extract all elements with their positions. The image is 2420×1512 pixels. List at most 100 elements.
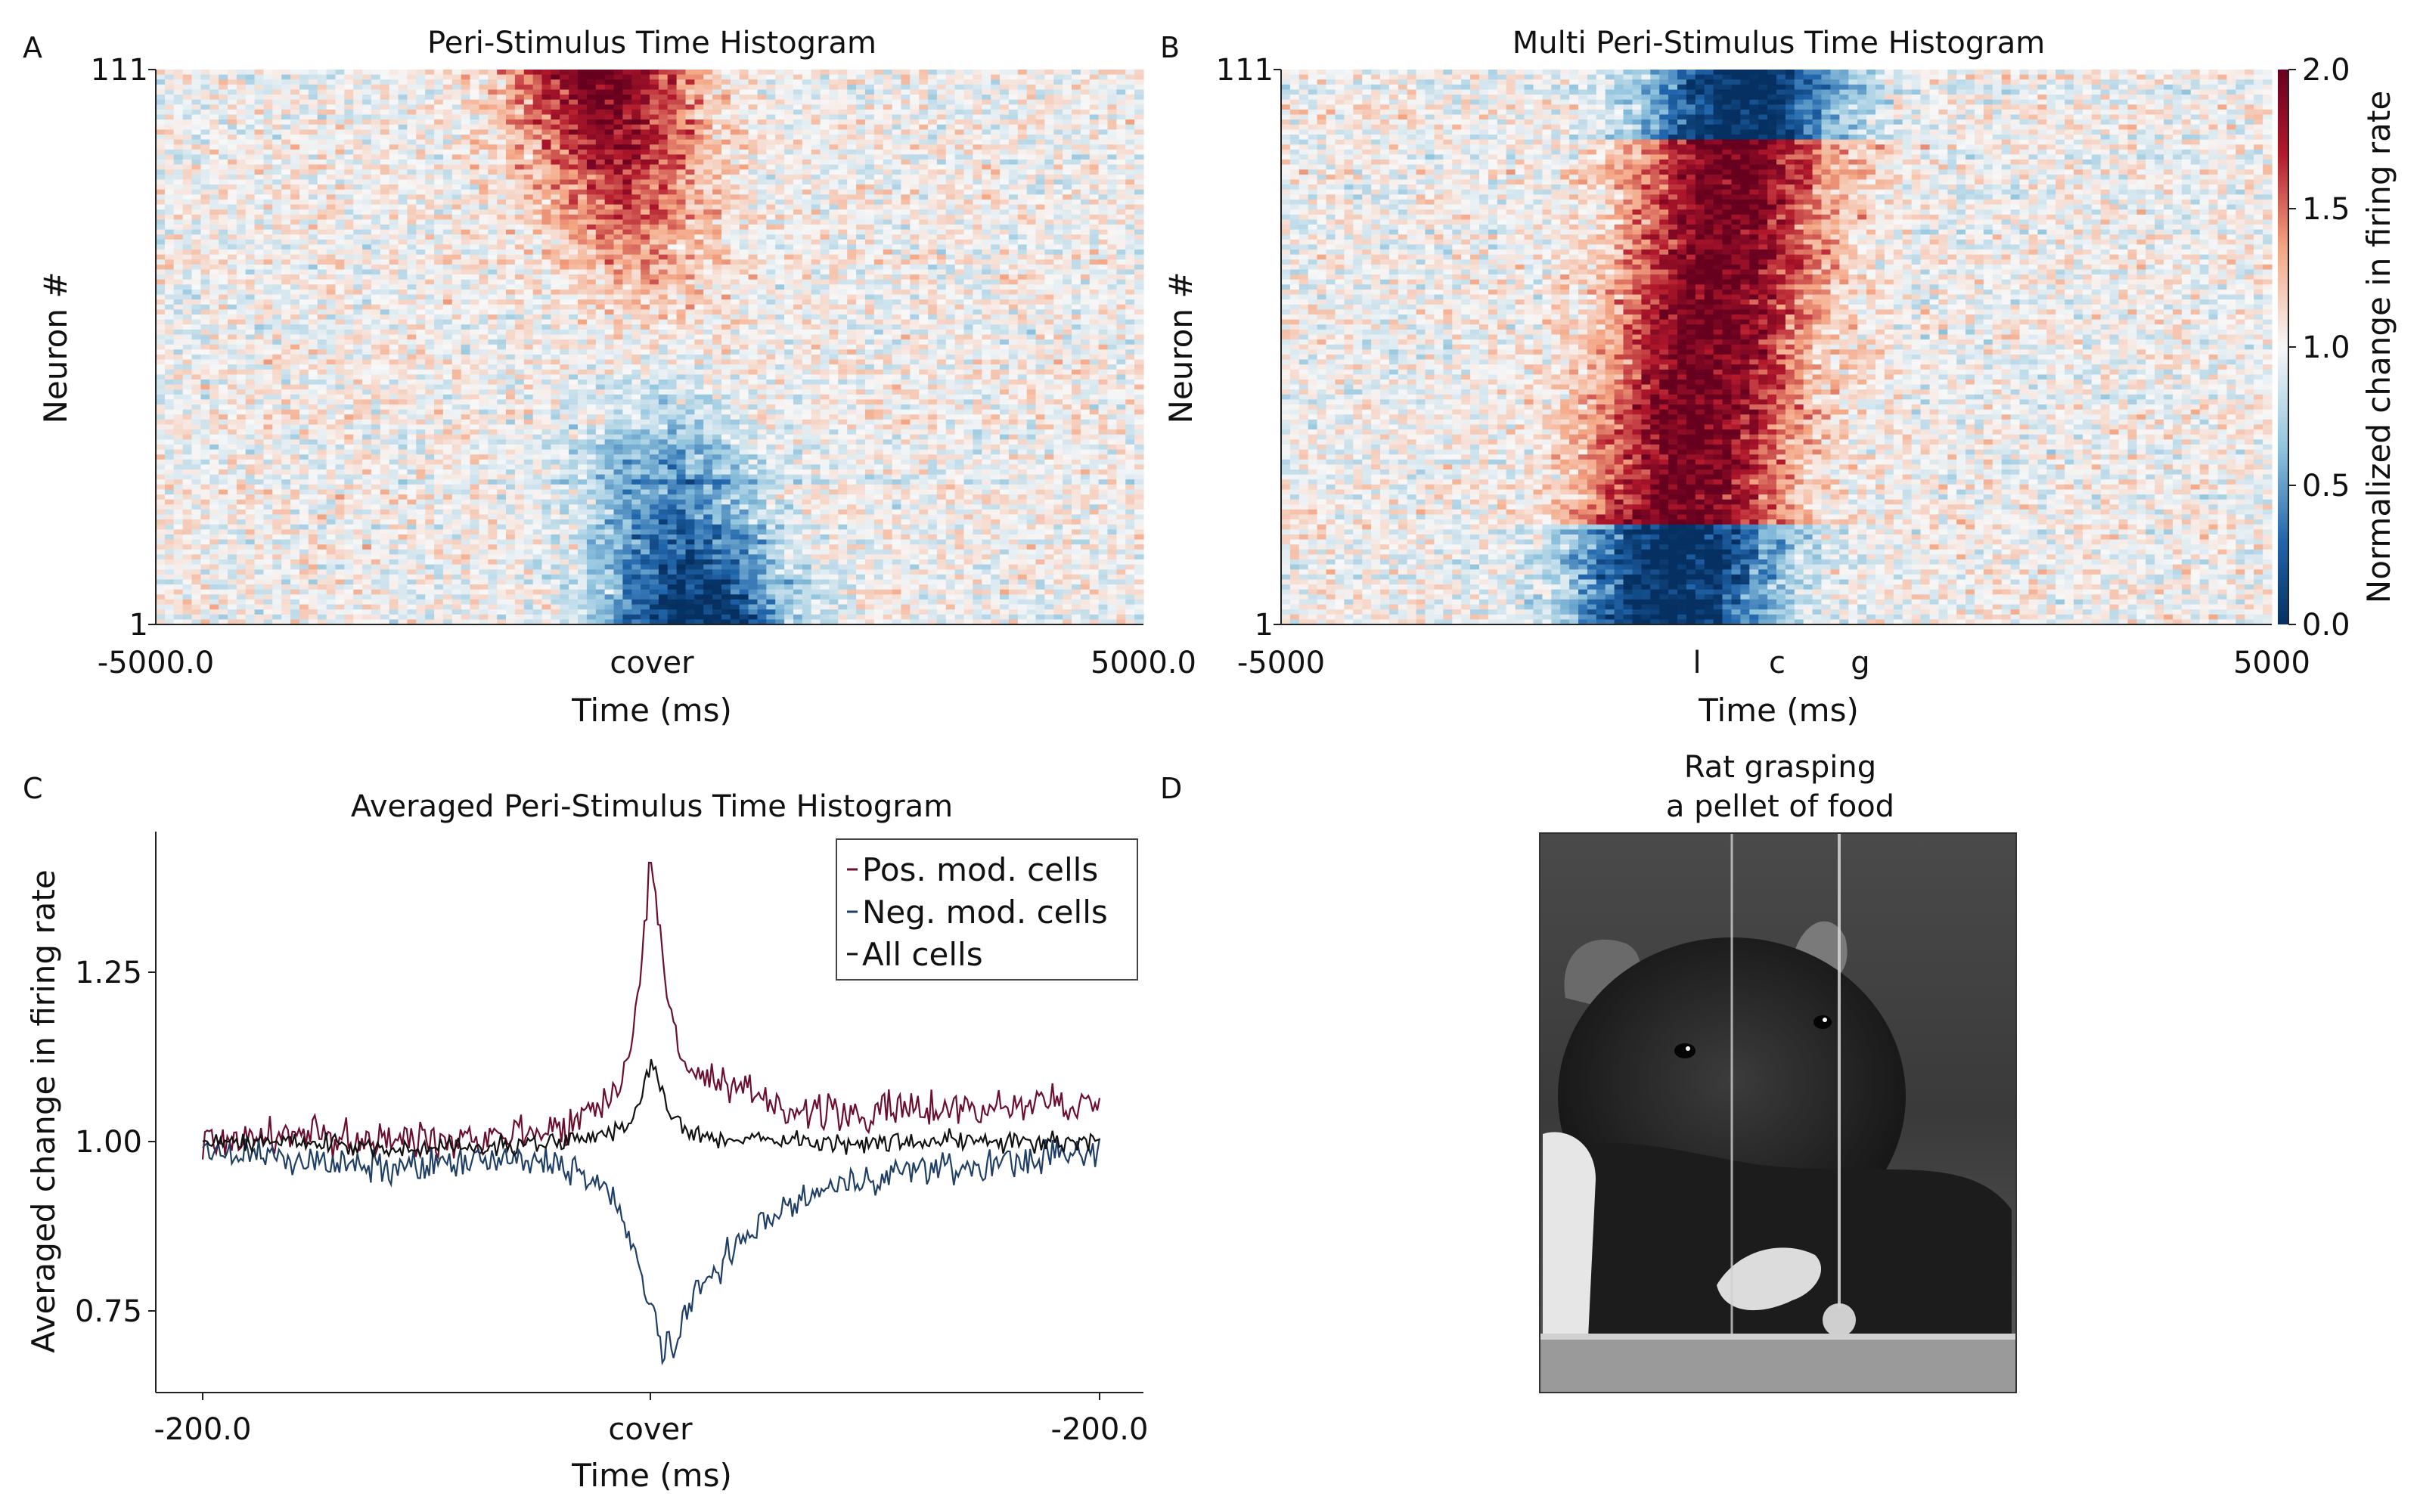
heatmap-cell	[425, 174, 435, 181]
heatmap-cell	[838, 70, 848, 76]
heatmap-cell	[991, 119, 1001, 125]
heatmap-cell	[245, 184, 256, 191]
heatmap-cell	[416, 99, 426, 105]
heatmap-cell	[811, 279, 821, 285]
heatmap-cell	[658, 160, 669, 166]
heatmap-cell	[820, 84, 830, 90]
heatmap-cell	[209, 194, 219, 200]
heatmap-cell	[1134, 89, 1144, 95]
heatmap-cell	[694, 124, 704, 130]
heatmap-cell	[200, 199, 210, 206]
heatmap-cell	[551, 139, 560, 145]
heatmap-cell	[586, 99, 597, 105]
heatmap-cell	[775, 144, 785, 150]
heatmap-cell	[586, 164, 597, 170]
heatmap-cell	[191, 135, 201, 141]
heatmap-cell	[641, 104, 650, 110]
heatmap-cell	[973, 219, 982, 225]
heatmap-cell	[757, 79, 767, 85]
heatmap-cell	[514, 199, 525, 206]
heatmap-cell	[982, 219, 991, 225]
heatmap-cell	[451, 219, 462, 225]
heatmap-cell	[1026, 184, 1037, 191]
heatmap-cell	[864, 70, 875, 76]
heatmap-cell	[658, 174, 669, 181]
heatmap-cell	[685, 104, 695, 110]
heatmap-cell	[1008, 160, 1019, 166]
heatmap-cell	[864, 194, 875, 200]
heatmap-cell	[919, 194, 929, 200]
heatmap-cell	[1035, 279, 1045, 285]
heatmap-cell	[407, 114, 417, 120]
heatmap-cell	[954, 99, 965, 105]
heatmap-cell	[461, 144, 471, 150]
heatmap-cell	[470, 99, 479, 105]
heatmap-cell	[811, 269, 821, 275]
heatmap-cell	[1107, 269, 1117, 275]
heatmap-cell	[1072, 259, 1081, 265]
heatmap-cell	[263, 70, 273, 76]
heatmap-cell	[344, 94, 354, 101]
heatmap-cell	[1000, 179, 1010, 185]
heatmap-cell	[451, 204, 462, 210]
heatmap-cell	[497, 174, 507, 181]
heatmap-cell	[272, 249, 282, 256]
heatmap-cell	[506, 244, 516, 250]
heatmap-cell	[362, 225, 372, 231]
heatmap-cell	[541, 189, 551, 195]
heatmap-cell	[1063, 264, 1072, 271]
heatmap-cell	[622, 254, 632, 260]
heatmap-cell	[1089, 119, 1100, 125]
heatmap-cell	[434, 294, 444, 300]
heatmap-cell	[721, 239, 731, 245]
heatmap-cell	[847, 204, 857, 210]
heatmap-cell	[829, 269, 839, 275]
heatmap-cell	[945, 124, 956, 130]
heatmap-cell	[308, 249, 318, 256]
heatmap-cell	[209, 214, 219, 220]
heatmap-cell	[182, 294, 193, 300]
heatmap-cell	[326, 229, 337, 235]
heatmap-cell	[757, 214, 767, 220]
heatmap-cell	[613, 84, 623, 90]
heatmap-cell	[622, 114, 632, 120]
heatmap-cell	[281, 124, 291, 130]
heatmap-cell	[308, 129, 318, 135]
heatmap-cell	[973, 129, 982, 135]
heatmap-cell	[919, 259, 929, 265]
heatmap-cell	[1017, 269, 1028, 275]
heatmap-cell	[936, 149, 947, 155]
heatmap-cell	[748, 104, 759, 110]
heatmap-cell	[936, 214, 947, 220]
heatmap-cell	[963, 164, 973, 170]
heatmap-cell	[344, 254, 354, 260]
heatmap-cell	[362, 214, 372, 220]
heatmap-cell	[451, 284, 462, 290]
heatmap-cell	[883, 79, 893, 85]
heatmap-cell	[1116, 189, 1126, 195]
heatmap-cell	[479, 204, 489, 210]
heatmap-cell	[497, 204, 507, 210]
heatmap-cell	[219, 154, 228, 160]
heatmap-cell	[523, 199, 534, 206]
heatmap-cell	[425, 124, 435, 130]
heatmap-cell	[1072, 179, 1081, 185]
panel-a-letter: A	[23, 31, 42, 64]
heatmap-cell	[451, 144, 462, 150]
heatmap-cell	[919, 234, 929, 240]
heatmap-cell	[407, 290, 417, 296]
heatmap-cell	[667, 104, 678, 110]
heatmap-cell	[730, 254, 740, 260]
heatmap-cell	[1035, 229, 1045, 235]
heatmap-cell	[1035, 74, 1045, 80]
heatmap-cell	[1044, 164, 1054, 170]
heatmap-cell	[1063, 225, 1072, 231]
heatmap-cell	[919, 135, 929, 141]
heatmap-cell	[434, 154, 444, 160]
heatmap-cell	[802, 179, 812, 185]
heatmap-cell	[685, 199, 695, 206]
heatmap-cell	[622, 189, 632, 195]
heatmap-cell	[523, 179, 534, 185]
heatmap-cell	[290, 124, 300, 130]
heatmap-cell	[784, 109, 794, 116]
